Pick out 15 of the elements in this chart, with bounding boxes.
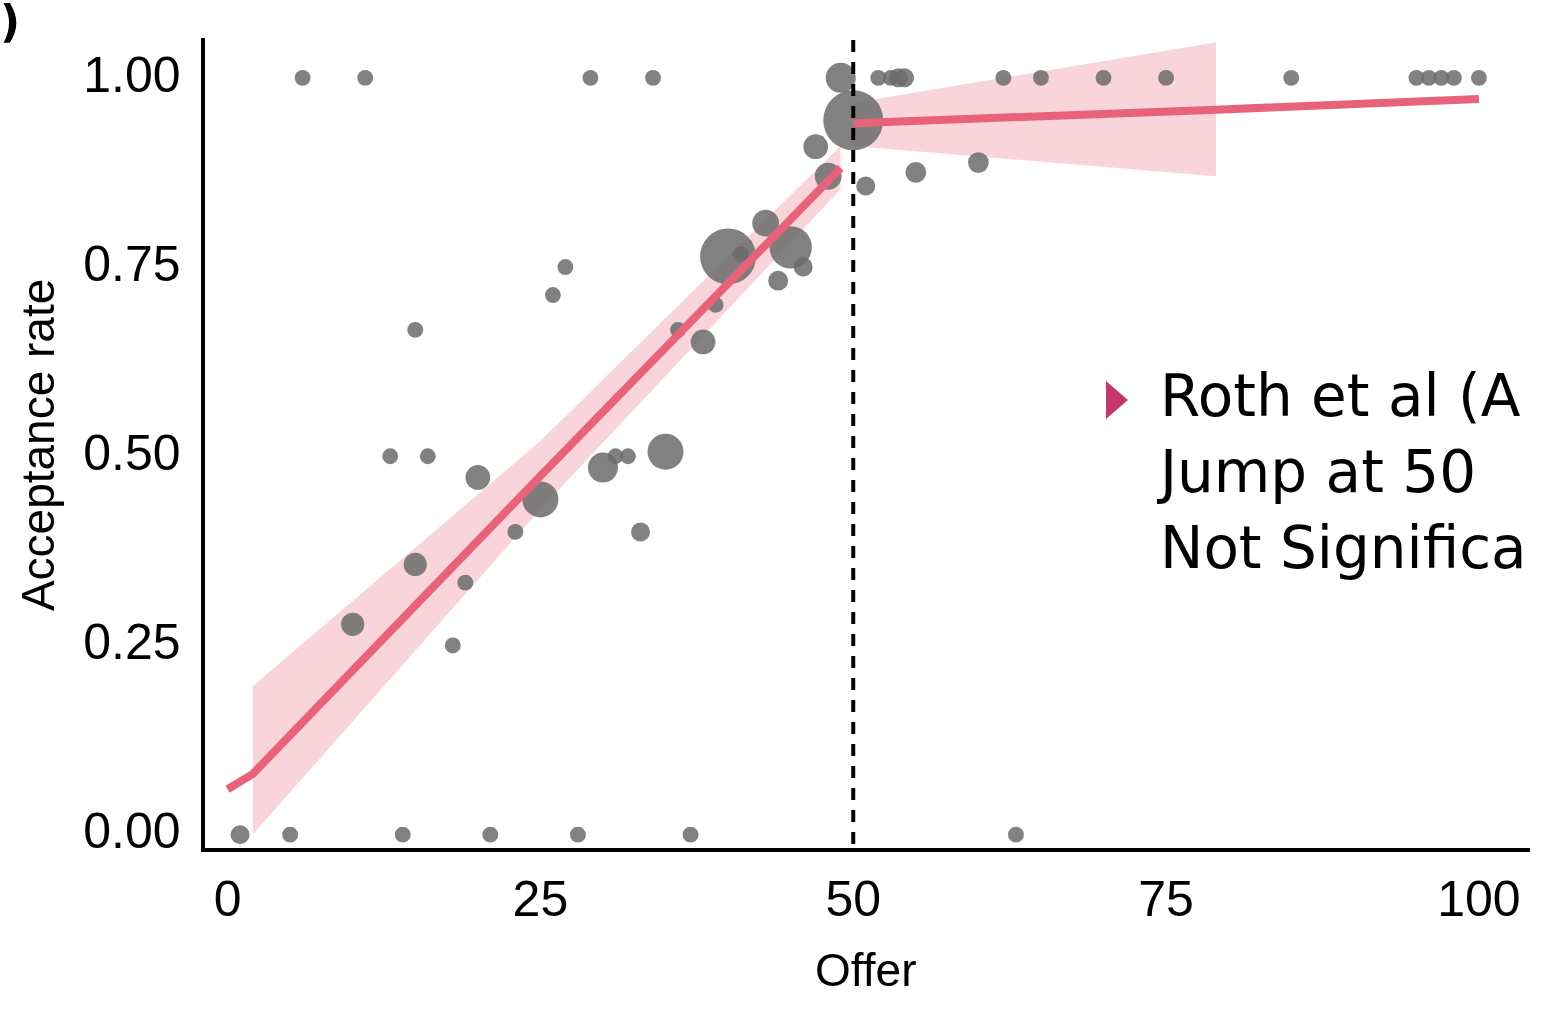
x-tick-label: 50 <box>825 870 882 927</box>
x-axis-title: Offer <box>815 944 917 997</box>
annotation: Roth et al (A <box>1160 362 1521 430</box>
x-tick-label: 100 <box>1437 870 1521 927</box>
text: ) <box>0 0 21 47</box>
y-tick-label: 1.00 <box>83 46 181 103</box>
x-tick-label: 75 <box>1138 870 1194 927</box>
y-axis-title: Acceptance rate <box>12 278 65 612</box>
y-tick-label: 0.50 <box>83 425 181 482</box>
y-tick-label: 0.00 <box>83 803 181 860</box>
x-tick-label: 0 <box>213 870 242 927</box>
annotation: Not Significa <box>1160 514 1527 582</box>
y-tick-label: 0.25 <box>83 614 181 671</box>
x-tick-label: 25 <box>512 870 569 927</box>
y-tick-label: 0.75 <box>83 235 181 292</box>
